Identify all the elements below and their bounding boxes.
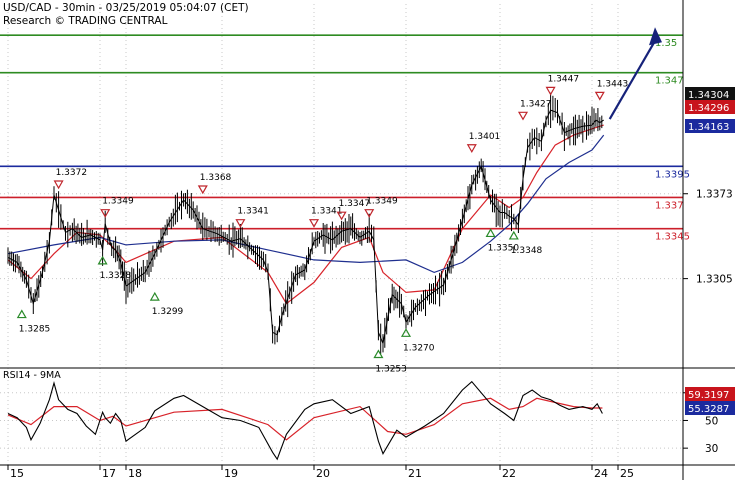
price-badge-label-1: 1.34296: [688, 103, 729, 114]
swing-low-label-13: 1.3350: [488, 243, 520, 253]
price-badge-label-2: 1.34163: [688, 122, 729, 133]
series-layer: [7, 92, 605, 461]
projection-arrow-head: [649, 27, 662, 46]
rsi-badge-0: [685, 387, 735, 401]
swing-low-label-11: 1.3270: [403, 343, 435, 353]
swing-high-label-6: 1.3341: [237, 207, 269, 217]
series-price-line: [7, 109, 604, 346]
price-badge-0: [685, 87, 735, 101]
swing-low-marker-13: [485, 228, 496, 238]
x-tick-label-22: 22: [502, 467, 516, 480]
swing-low-marker-2: [97, 255, 108, 265]
rsi-y-tick-label-50: 50: [705, 415, 718, 427]
swing-high-label-7: 1.3341: [311, 207, 343, 217]
x-tick-label-25: 25: [620, 467, 634, 480]
rsi-badge-1: [685, 401, 735, 415]
x-tick-label-20: 20: [316, 467, 330, 480]
swing-high-marker-8: [336, 211, 347, 221]
series-rsi: [7, 380, 603, 461]
x-tick-label-18: 18: [128, 467, 142, 480]
level-label-1.3345: 1.3345: [655, 232, 690, 243]
chart-subtitle: Research © TRADING CENTRAL: [3, 15, 168, 27]
level-label-1.337: 1.337: [655, 200, 684, 211]
swing-low-marker-11: [400, 328, 412, 337]
swing-high-label-1: 1.3372: [56, 168, 88, 178]
x-tick-label-17: 17: [102, 467, 116, 480]
series-price-candles: [7, 92, 603, 354]
swing-low-label-10: 1.3253: [375, 365, 407, 375]
x-tick-label-15: 15: [10, 467, 24, 480]
swing-high-label-16: 1.3447: [548, 74, 580, 84]
swing-high-marker-16: [545, 86, 556, 96]
series-ma-slow: [7, 134, 605, 274]
swing-high-marker-17: [594, 91, 605, 101]
projection-arrow-shaft: [608, 38, 657, 120]
swing-high-marker-7: [308, 219, 320, 228]
swing-low-marker-10: [373, 349, 384, 359]
markers-layer: 1.3285 1.3372 1.3328 1.3349 1.3299 1.3368 1.33…: [16, 27, 662, 375]
swing-high-marker-6: [235, 219, 246, 228]
grid-layer: [0, 4, 683, 465]
swing-high-marker-9: [364, 209, 375, 218]
x-tick-label-21: 21: [408, 467, 422, 480]
series-ma-fast: [7, 124, 604, 305]
x-tick-label-24: 24: [594, 467, 608, 480]
rsi-title: RSI14 - 9MA: [3, 370, 61, 381]
y-tick-label-1.3305: 1.3305: [696, 274, 733, 286]
swing-high-marker-15: [517, 111, 529, 121]
swing-high-label-5: 1.3368: [200, 173, 232, 183]
price-badge-label-0: 1.34304: [688, 90, 729, 101]
rsi-badge-label-0: 59.3197: [688, 390, 729, 401]
price-badge-2: [685, 119, 735, 133]
swing-high-label-15: 1.3427: [520, 99, 552, 109]
level-label-1.35: 1.35: [655, 38, 677, 49]
swing-high-label-8: 1.3347: [339, 199, 371, 209]
swing-high-marker-3: [100, 209, 111, 218]
swing-low-marker-14: [508, 230, 519, 240]
swing-high-label-3: 1.3349: [102, 197, 134, 207]
rsi-badge-label-1: 55.3287: [688, 404, 729, 415]
swing-low-label-14: 1.3348: [511, 246, 543, 256]
x-tick-label-19: 19: [224, 467, 238, 480]
chart-title: USD/CAD - 30min - 03/25/2019 05:04:07 (C…: [3, 2, 249, 14]
swing-high-label-12: 1.3401: [469, 132, 501, 142]
swing-high-label-17: 1.3443: [597, 79, 629, 89]
swing-low-marker-0: [16, 309, 27, 319]
swing-high-label-9: 1.3349: [366, 197, 398, 207]
swing-low-label-4: 1.3299: [152, 307, 184, 317]
swing-high-marker-5: [197, 185, 208, 195]
swing-low-label-0: 1.3285: [19, 325, 51, 335]
swing-low-marker-4: [149, 291, 160, 301]
price-badge-1: [685, 100, 735, 114]
level-label-1.3395: 1.3395: [655, 169, 690, 180]
badge-layer: 1.34304 1.34296 1.34163 59.3197 55.3287: [685, 87, 735, 415]
y-tick-label-1.3373: 1.3373: [696, 189, 733, 201]
swing-high-marker-12: [466, 144, 477, 153]
swing-high-marker-1: [53, 180, 64, 190]
swing-low-label-2: 1.3328: [100, 271, 132, 281]
level-label-1.347: 1.347: [655, 76, 684, 87]
rsi-y-tick-label-30: 30: [705, 443, 718, 455]
